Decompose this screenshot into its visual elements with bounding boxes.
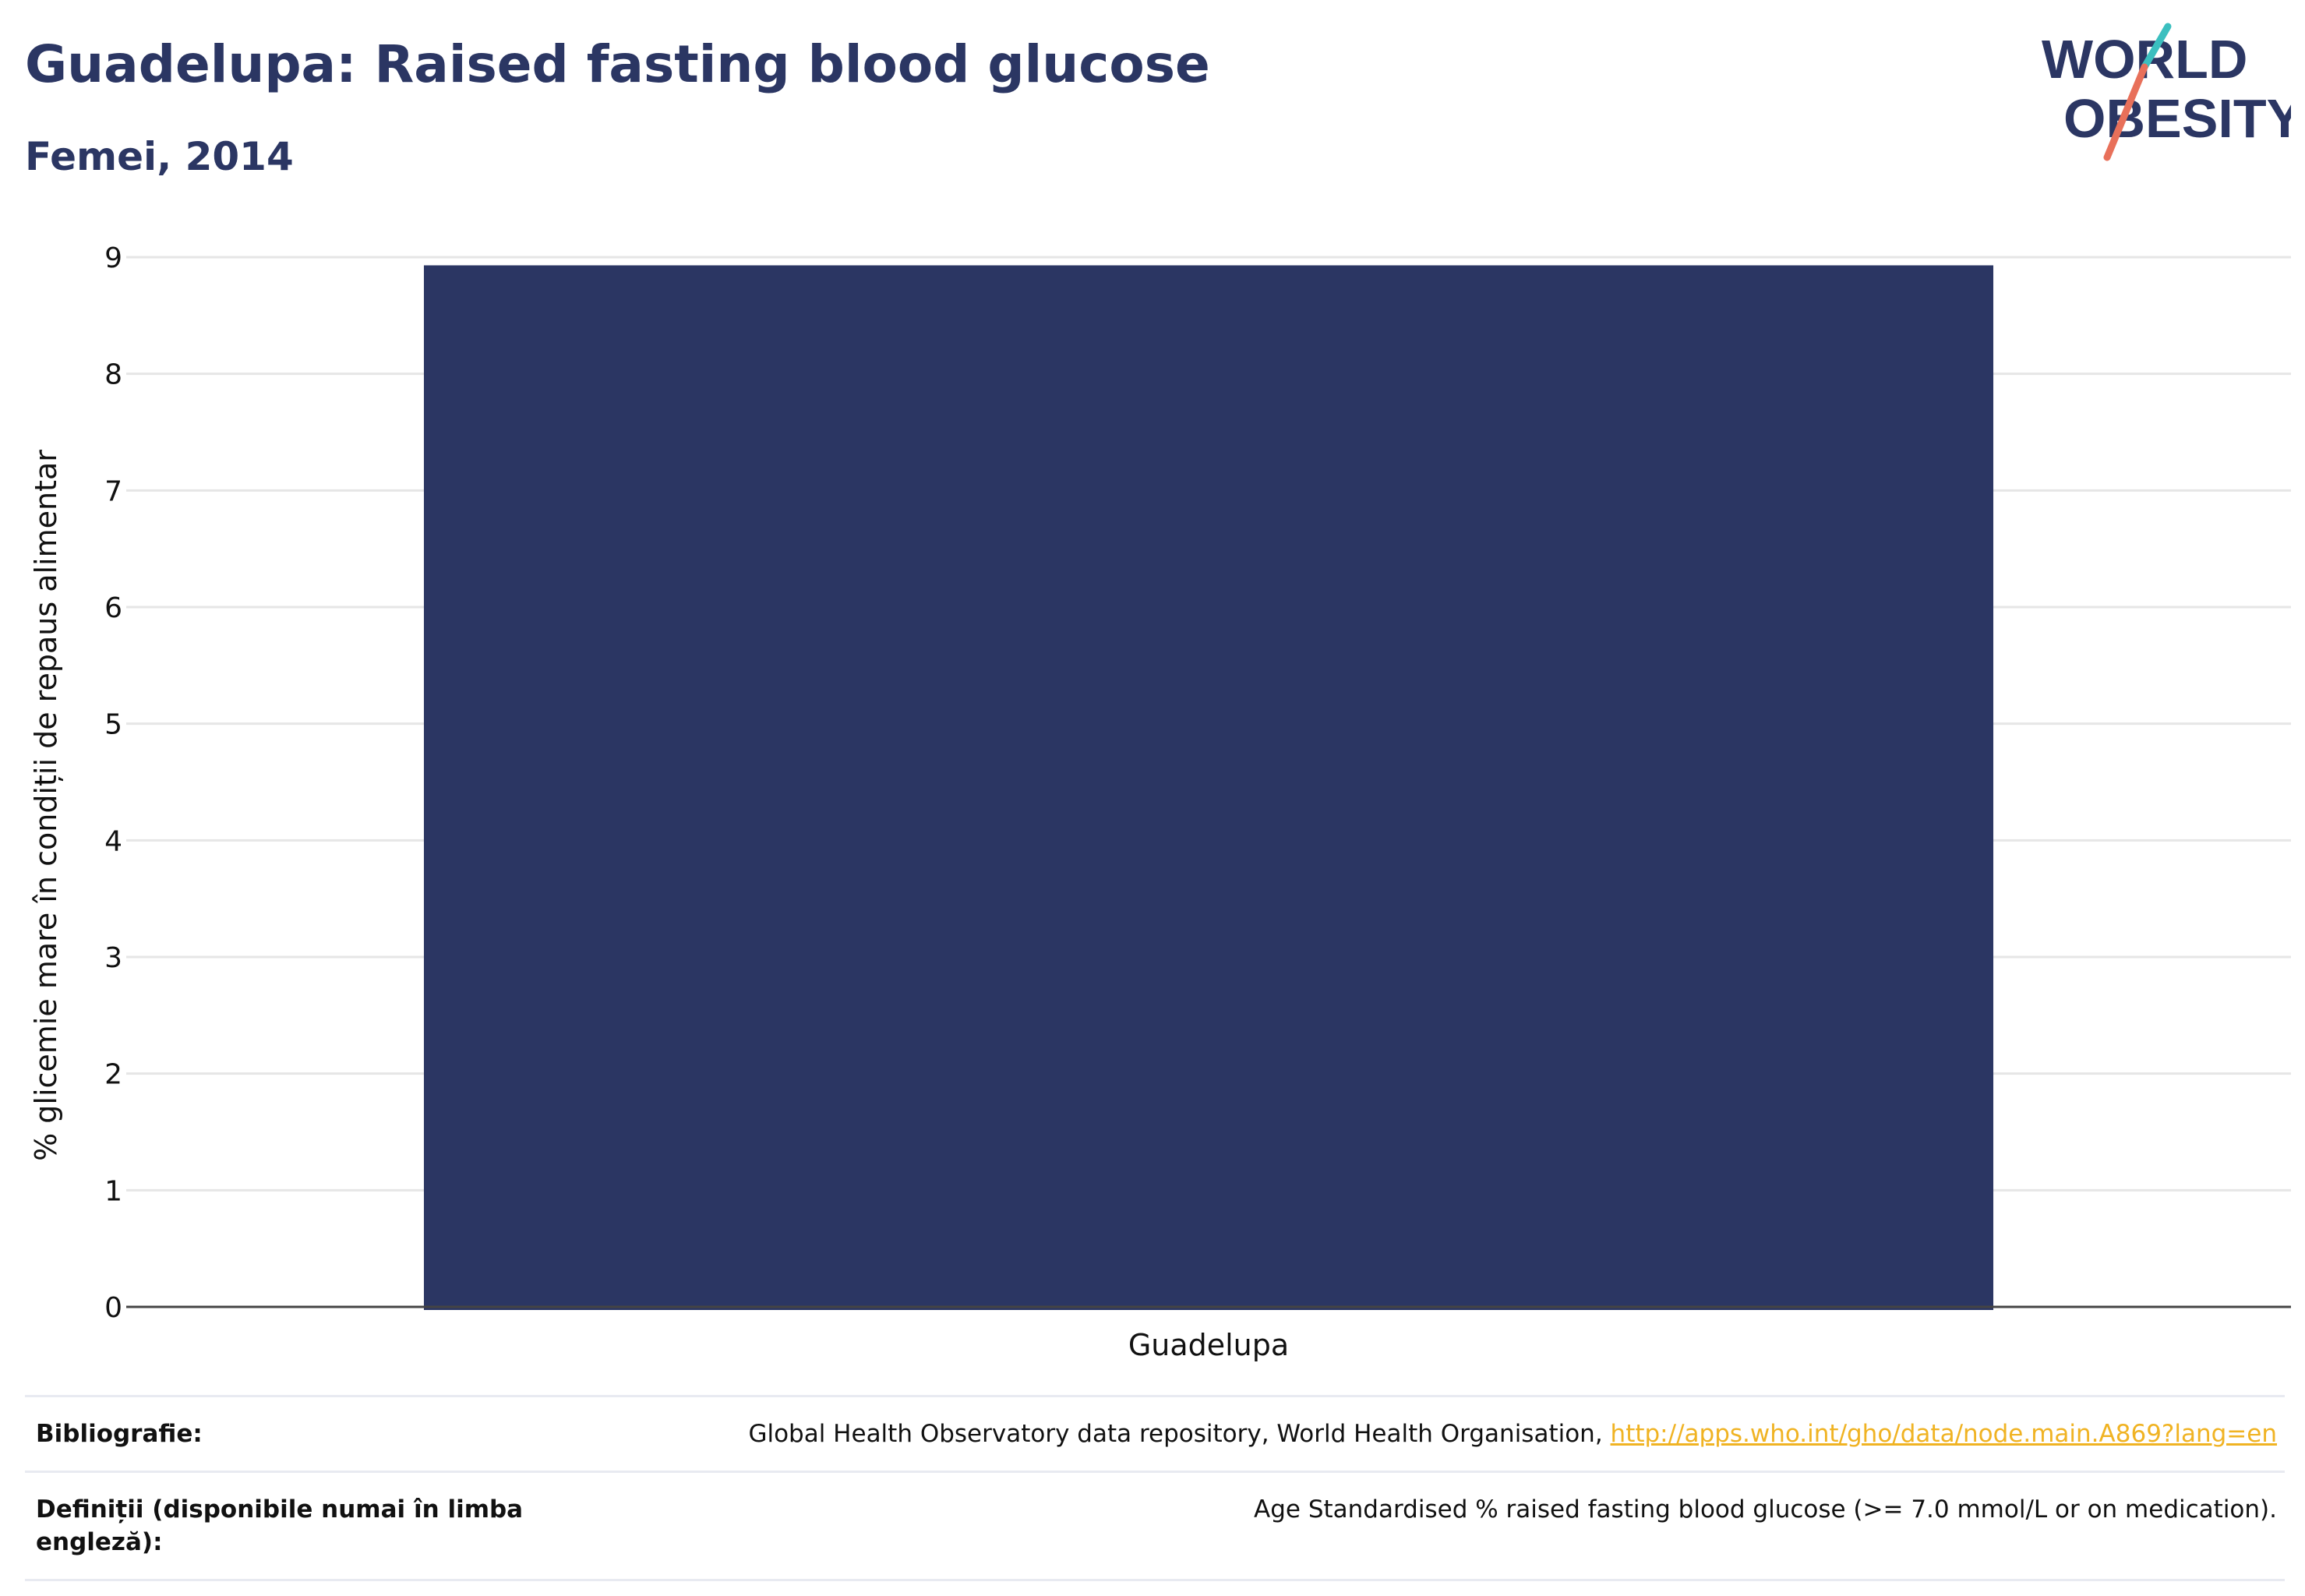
chart-title: Guadelupa: Raised fasting blood glucose	[25, 34, 1210, 94]
bibliography-text: Global Health Observatory data repositor…	[748, 1420, 1603, 1448]
definitions-text: Age Standardised % raised fasting blood …	[1254, 1495, 2277, 1524]
bars	[423, 265, 1994, 1310]
y-tick-label: 5	[104, 709, 122, 741]
y-tick-label: 6	[104, 592, 122, 624]
y-tick-label: 2	[104, 1059, 122, 1091]
bibliography-link[interactable]: http://apps.who.int/gho/data/node.main.A…	[1610, 1420, 2277, 1448]
x-tick-label: Guadelupa	[1128, 1328, 1289, 1362]
y-tick-label: 8	[104, 359, 122, 391]
definitions-row: Definiții (disponibile numai în limba en…	[25, 1471, 2285, 1581]
bar-chart: 0 1 2 3 4 5 6 7 8 9 Guadelupa % glicemie mare în …	[29, 242, 2291, 1362]
y-tick-label: 0	[104, 1292, 122, 1324]
y-tick-label: 3	[104, 942, 122, 974]
logo-word-world: WORLD	[2042, 29, 2247, 90]
bibliography-row: Bibliografie: Global Health Observatory …	[25, 1395, 2285, 1471]
bibliography-value: Global Health Observatory data repositor…	[748, 1418, 2277, 1450]
footer-table: Bibliografie: Global Health Observatory …	[25, 1395, 2285, 1581]
bar[interactable]	[423, 265, 1994, 1310]
logo-word-obesity: OBESITY	[2063, 88, 2291, 149]
definitions-label: Definiții (disponibile numai în limba en…	[36, 1495, 524, 1556]
y-tick-labels: 0 1 2 3 4 5 6 7 8 9	[104, 242, 122, 1324]
y-tick-label: 7	[104, 475, 122, 507]
bibliography-label: Bibliografie:	[36, 1420, 203, 1448]
x-tick-labels: Guadelupa	[1128, 1328, 1289, 1362]
world-obesity-logo: WORLD OBESITY	[2042, 23, 2291, 161]
y-axis-label: % glicemie mare în condiții de repaus al…	[29, 450, 63, 1161]
logo-slash-teal	[2141, 23, 2172, 71]
y-tick-label: 4	[104, 825, 122, 857]
logo-slash-coral	[2103, 63, 2148, 161]
y-tick-label: 9	[104, 242, 122, 274]
chart-subtitle: Femei, 2014	[25, 134, 294, 179]
y-tick-label: 1	[104, 1175, 122, 1207]
